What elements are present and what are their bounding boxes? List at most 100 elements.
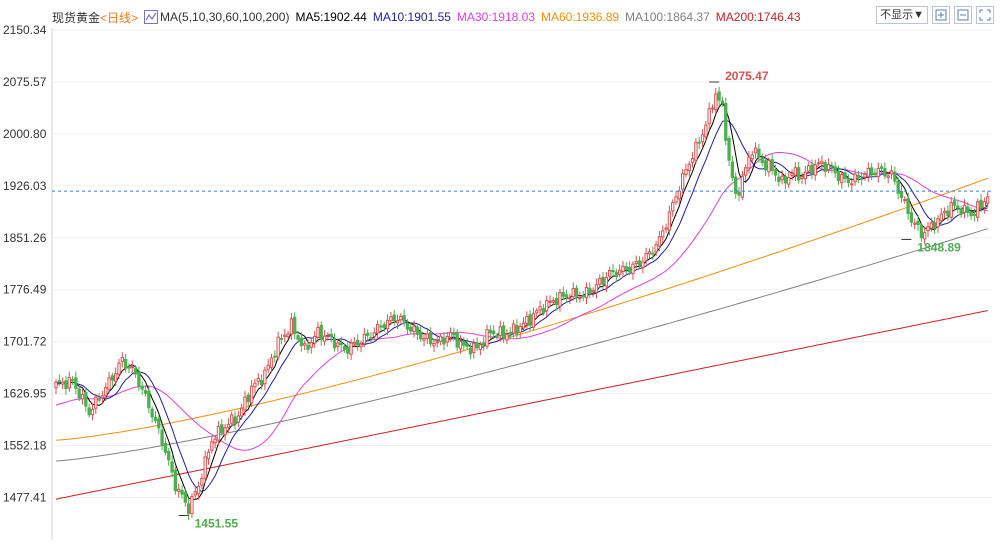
candle-body bbox=[200, 477, 204, 486]
zoom-out-icon[interactable] bbox=[954, 6, 972, 24]
candle-body bbox=[926, 226, 930, 232]
ma-settings-icon[interactable] bbox=[144, 10, 159, 24]
candle-body bbox=[876, 167, 880, 178]
candle-body bbox=[279, 337, 284, 340]
candle-body bbox=[674, 196, 678, 203]
candle-body bbox=[104, 387, 108, 397]
candle-body bbox=[531, 313, 536, 328]
candle-body bbox=[478, 344, 483, 350]
candle-body bbox=[932, 222, 937, 229]
candlesticks bbox=[54, 86, 990, 520]
candle-body bbox=[909, 212, 914, 223]
candle-body bbox=[352, 341, 357, 345]
candle-body bbox=[528, 314, 532, 326]
candle-body bbox=[289, 318, 294, 335]
candle-body bbox=[339, 342, 343, 346]
ma30-line bbox=[55, 151, 988, 451]
candle-body bbox=[717, 91, 721, 101]
price-annotations: 2075.47 1451.55 1848.89 bbox=[178, 69, 961, 530]
candle-body bbox=[863, 173, 867, 178]
candle-body bbox=[170, 461, 174, 473]
candle-body bbox=[535, 310, 539, 314]
candle-body bbox=[74, 377, 78, 389]
candle-body bbox=[259, 379, 264, 385]
candle-body bbox=[637, 260, 642, 266]
candle-body bbox=[800, 176, 804, 179]
candle-body bbox=[843, 172, 847, 179]
candle-body bbox=[409, 326, 413, 332]
candle-body bbox=[57, 380, 61, 383]
candle-body bbox=[866, 167, 870, 177]
candle-body bbox=[906, 198, 910, 214]
candle-body bbox=[856, 174, 861, 179]
candle-body bbox=[462, 340, 466, 346]
ma60-line bbox=[55, 177, 988, 441]
candle-body bbox=[498, 326, 502, 337]
candle-body bbox=[773, 169, 778, 176]
candle-body bbox=[879, 166, 884, 169]
candle-body bbox=[356, 339, 360, 346]
candle-body bbox=[667, 211, 672, 231]
candle-body bbox=[293, 316, 297, 335]
candle-body bbox=[830, 165, 834, 168]
candle-body bbox=[332, 338, 337, 349]
candle-body bbox=[946, 210, 950, 216]
candle-body bbox=[147, 390, 151, 409]
candle-body bbox=[697, 141, 701, 144]
candle-body bbox=[608, 269, 612, 277]
ma200-line bbox=[55, 310, 988, 500]
candle-body bbox=[687, 163, 691, 172]
candle-body bbox=[972, 213, 977, 216]
candle-body bbox=[379, 325, 383, 328]
candle-body bbox=[213, 438, 217, 444]
candle-body bbox=[329, 333, 333, 338]
candle-body bbox=[249, 385, 254, 404]
candle-body bbox=[747, 156, 751, 169]
candle-body bbox=[326, 335, 330, 338]
candle-body bbox=[269, 357, 274, 368]
candle-body bbox=[982, 201, 987, 208]
candle-body bbox=[740, 176, 744, 198]
chart-toolbar: 不显示▼ bbox=[876, 6, 994, 24]
candle-body bbox=[617, 269, 622, 275]
candle-body bbox=[488, 329, 493, 334]
candle-body bbox=[763, 160, 768, 171]
candle-body bbox=[167, 451, 171, 461]
candle-body bbox=[375, 324, 380, 334]
candle-body bbox=[627, 266, 632, 273]
candle-body bbox=[724, 103, 728, 141]
candle-body bbox=[710, 107, 715, 110]
candle-body bbox=[157, 418, 161, 429]
candle-body bbox=[561, 292, 565, 297]
candle-body bbox=[402, 315, 406, 322]
candle-body bbox=[966, 206, 970, 213]
candle-body bbox=[80, 394, 85, 400]
fullscreen-icon[interactable] bbox=[976, 6, 994, 24]
hide-indicator-dropdown[interactable]: 不显示▼ bbox=[876, 6, 928, 24]
candle-body bbox=[614, 271, 618, 277]
y-tick-label: 1626.95 bbox=[3, 387, 47, 401]
candle-body bbox=[276, 336, 280, 358]
candle-body bbox=[153, 416, 158, 422]
candle-body bbox=[581, 295, 585, 298]
candle-body bbox=[425, 333, 430, 339]
candle-body bbox=[266, 364, 270, 370]
candle-body bbox=[850, 183, 854, 186]
period-selector[interactable]: <日线> bbox=[100, 10, 139, 25]
candle-body bbox=[445, 336, 449, 343]
candle-body bbox=[671, 202, 675, 212]
candle-body bbox=[70, 378, 75, 381]
candle-body bbox=[952, 200, 957, 206]
candle-body bbox=[883, 168, 887, 177]
candle-body bbox=[860, 178, 864, 181]
candle-body bbox=[246, 394, 250, 403]
candle-body bbox=[558, 292, 562, 307]
y-tick-label: 2075.57 bbox=[3, 75, 47, 89]
candle-body bbox=[787, 177, 791, 185]
candle-body bbox=[923, 232, 927, 240]
candle-body bbox=[120, 357, 124, 362]
zoom-in-icon[interactable] bbox=[932, 6, 950, 24]
candle-body bbox=[465, 343, 469, 347]
ma5-value: MA5:1902.44 bbox=[295, 10, 367, 24]
